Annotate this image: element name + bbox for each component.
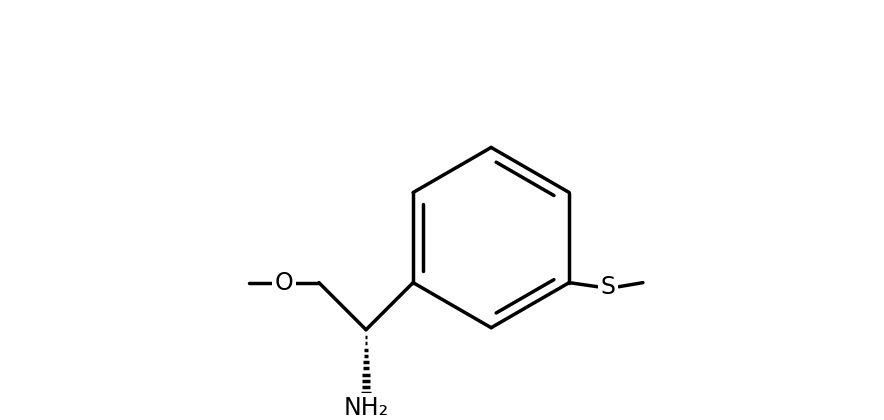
Text: O: O [275, 270, 293, 295]
Text: NH₂: NH₂ [344, 396, 389, 420]
Text: S: S [600, 275, 615, 299]
